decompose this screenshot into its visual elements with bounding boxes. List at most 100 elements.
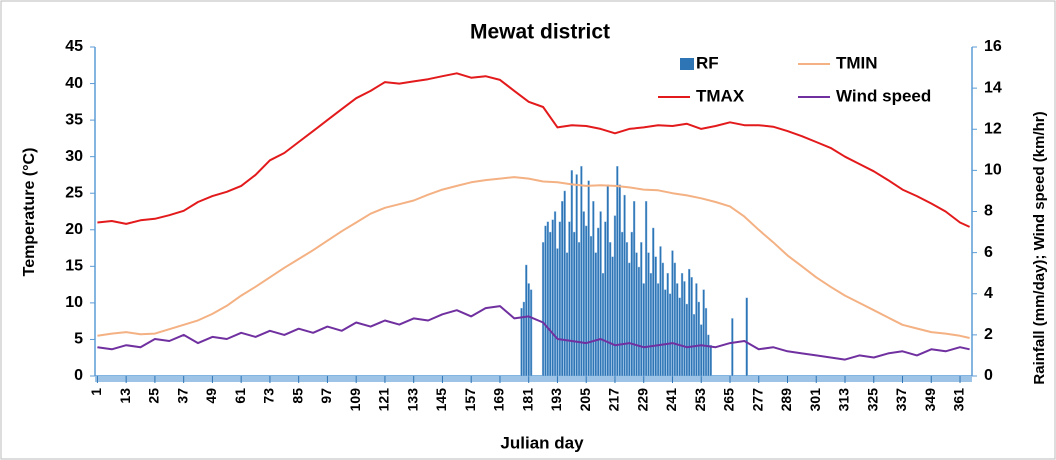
y-axis-title: Temperature (°C) [21, 148, 38, 277]
x-tick-label: 1 [88, 388, 104, 396]
rainfall-bar [702, 289, 705, 377]
x-tick-label: 121 [376, 388, 392, 412]
y2-tick-label: 6 [984, 244, 993, 261]
rainfall-bar [563, 190, 566, 377]
x-tick-label: 265 [721, 388, 737, 412]
x-tick-label: 61 [232, 388, 248, 404]
rainfall-bar [654, 256, 657, 377]
x-tick-label: 49 [203, 388, 219, 404]
rainfall-bar [522, 301, 526, 377]
rainfall-bar [609, 242, 612, 377]
rainfall-bar [659, 246, 662, 377]
rainfall-bar [625, 242, 629, 377]
rainfall-bar [585, 225, 588, 377]
rainfall-bar [541, 242, 545, 377]
rainfall-bar [630, 231, 633, 377]
rainfall-bar [556, 248, 559, 377]
rainfall-bar [592, 201, 595, 377]
rainfall-bar [680, 272, 684, 377]
x-tick-label: 313 [836, 388, 852, 412]
rainfall-bar [577, 242, 581, 377]
rainfall-bar [661, 262, 665, 377]
rainfall-bar [676, 283, 679, 377]
legend-label: Wind speed [836, 86, 931, 105]
x-tick-label: 337 [893, 388, 909, 412]
rainfall-bar [565, 252, 569, 377]
series-line [97, 72, 971, 228]
x-tick-label: 25 [146, 388, 162, 404]
rainfall-bar [544, 225, 547, 377]
rainfall-bar [697, 301, 700, 377]
x-tick-label: 85 [289, 388, 305, 404]
y2-tick-label: 2 [984, 326, 993, 343]
rainfall-bar [635, 252, 638, 377]
rainfall-bar [652, 227, 655, 377]
rainfall-bar [649, 272, 653, 377]
rainfall-bar [695, 283, 698, 377]
rainfall-bar [520, 307, 523, 377]
rainfall-bar [597, 227, 600, 377]
y-tick-label: 45 [65, 38, 83, 55]
series-line [97, 305, 970, 361]
rainfall-bar [582, 211, 585, 377]
y-tick-label: 5 [74, 331, 83, 348]
rainfall-bar [570, 170, 573, 377]
y2-tick-label: 8 [984, 203, 993, 220]
rainfall-bar [628, 262, 631, 377]
x-tick-label: 97 [318, 388, 334, 404]
rainfall-bar [549, 231, 552, 377]
legend-swatch [680, 58, 694, 70]
y-tick-label: 15 [65, 258, 83, 275]
rainfall-bar [606, 184, 609, 377]
x-tick-label: 253 [692, 388, 708, 412]
x-tick-label: 73 [261, 388, 277, 404]
rainfall-bar [673, 262, 677, 377]
rainfall-bar [546, 221, 550, 377]
rainfall-bar [575, 174, 578, 377]
rainfall-bar [632, 201, 636, 377]
x-tick-label: 205 [577, 388, 593, 412]
y2-tick-label: 12 [984, 120, 1002, 137]
y2-tick-label: 10 [984, 162, 1002, 179]
x-tick-label: 229 [634, 388, 650, 412]
rainfall-bar [587, 180, 590, 377]
rainfall-bar [568, 221, 571, 377]
rainfall-bar [656, 283, 660, 377]
x-axis-title: Julian day [500, 433, 584, 452]
rainfall-bar [668, 293, 672, 377]
rainfall-bar [644, 201, 648, 377]
rainfall-bar [704, 307, 708, 377]
x-tick-label: 349 [922, 388, 938, 412]
x-tick-label: 301 [807, 388, 823, 412]
rainfall-bar [527, 283, 530, 377]
rainfall-bar [613, 215, 617, 377]
rainfall-bar [525, 264, 528, 377]
x-tick-label: 133 [404, 388, 420, 412]
legend-label: TMIN [836, 53, 878, 72]
rainfall-bar [551, 219, 554, 377]
rainfall-bar [553, 211, 557, 377]
rainfall-bar [731, 318, 734, 377]
y-tick-label: 35 [65, 111, 83, 128]
y-tick-label: 40 [65, 75, 83, 92]
y2-tick-label: 14 [984, 79, 1002, 96]
x-tick-label: 13 [117, 388, 133, 404]
rainfall-bar [623, 194, 626, 377]
legend-label: RF [696, 53, 719, 72]
rainfall-bar [640, 242, 643, 377]
x-tick-label: 289 [778, 388, 794, 412]
y-tick-label: 20 [65, 221, 83, 238]
rainfall-bar [678, 297, 681, 377]
rainfall-bar [573, 231, 576, 377]
rainfall-bar [647, 252, 650, 377]
rainfall-bar [529, 289, 533, 377]
x-tick-label: 109 [347, 388, 363, 412]
rainfall-bar [601, 272, 605, 377]
rainfall-bar [666, 272, 669, 377]
series-line [97, 176, 970, 339]
legend-label: TMAX [696, 86, 745, 105]
rainfall-bar [594, 252, 597, 377]
rainfall-bar [621, 231, 624, 377]
